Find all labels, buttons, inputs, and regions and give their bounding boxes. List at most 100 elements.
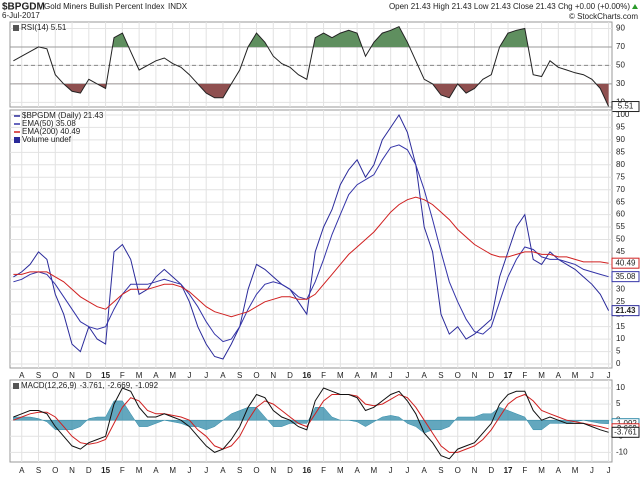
- x-tick-label: J: [590, 371, 594, 380]
- x-tick-label: O: [253, 466, 259, 475]
- x-tick-label: F: [522, 371, 527, 380]
- x-tick-label: O: [455, 466, 461, 475]
- y-tick-label: 85: [616, 147, 625, 156]
- x-tick-label: A: [354, 371, 360, 380]
- y-tick-label: 25: [616, 297, 625, 306]
- y-tick-label: 5: [616, 399, 621, 408]
- x-tick-label: D: [86, 466, 92, 475]
- y-tick-label: 80: [616, 160, 625, 169]
- x-tick-label: 15: [101, 466, 110, 475]
- oversold-group: [13, 83, 609, 107]
- y-tick-label: 100: [616, 110, 630, 119]
- legend-label: $BPGDM (Daily) 21.43: [22, 111, 104, 120]
- last-value-label: 21.43: [615, 306, 636, 315]
- legend-value: -3.761,: [80, 381, 105, 390]
- x-tick-label: A: [220, 371, 226, 380]
- date: 6-Jul-2017: [2, 11, 40, 20]
- x-tick-label: A: [153, 371, 159, 380]
- x-tick-label: A: [556, 466, 562, 475]
- x-tick-label: D: [287, 466, 293, 475]
- index-name: Gold Miners Bullish Percent Index: [44, 2, 165, 11]
- x-tick-label: M: [538, 466, 545, 475]
- y-tick-label: 45: [616, 247, 625, 256]
- x-tick-label: M: [371, 466, 378, 475]
- plot-area: [13, 113, 610, 360]
- x-tick-label: F: [120, 371, 125, 380]
- x-tick-label: A: [422, 371, 428, 380]
- x-tick-label: N: [69, 371, 75, 380]
- last-value-box: [611, 426, 640, 438]
- x-tick-label: J: [405, 466, 409, 475]
- y-tick-label: -10: [616, 447, 628, 456]
- x-tick-label: M: [337, 466, 344, 475]
- x-tick-label: N: [270, 466, 276, 475]
- x-tick-label: A: [19, 371, 25, 380]
- y-tick-label: 30: [616, 79, 625, 88]
- series-line: [13, 196, 609, 318]
- overbought-group: [38, 26, 529, 47]
- y-tick-label: 95: [616, 123, 625, 132]
- last-value-box: [611, 271, 640, 283]
- last-value-label: 40.49: [615, 258, 636, 267]
- x-tick-label: M: [136, 371, 143, 380]
- x-tick-label: M: [538, 371, 545, 380]
- legend-value: -2.669,: [107, 381, 132, 390]
- y-tick-label: 15: [616, 322, 625, 331]
- y-tick-label: 75: [616, 172, 625, 181]
- x-tick-label: J: [590, 466, 594, 475]
- x-tick-label: A: [153, 466, 159, 475]
- series-line: [13, 387, 609, 460]
- series-line: [13, 144, 609, 343]
- x-tick-label: M: [169, 371, 176, 380]
- last-value-label: 5.51: [618, 102, 634, 111]
- x-tick-label: J: [187, 371, 191, 380]
- x-tick-label: M: [136, 466, 143, 475]
- overbought-fill: [38, 26, 529, 47]
- y-tick-label: 55: [616, 222, 625, 231]
- x-tick-label: A: [19, 466, 25, 475]
- plot-area: [13, 25, 610, 107]
- last-value-label: -3.761: [614, 427, 637, 436]
- x-tick-label: D: [488, 466, 494, 475]
- quote: Open 21.43 High 21.43 Low 21.43 Close 21…: [389, 2, 630, 11]
- up-arrow: [632, 4, 638, 9]
- y-tick-label: 10: [616, 383, 625, 392]
- oversold-fill: [13, 83, 609, 107]
- y-tick-label: 50: [616, 61, 625, 70]
- y-tick-label: 0: [616, 359, 621, 368]
- x-tick-label: O: [52, 371, 58, 380]
- x-tick-label: S: [237, 466, 242, 475]
- x-tick-label: A: [422, 466, 428, 475]
- x-tick-label: O: [52, 466, 58, 475]
- series-line: [13, 25, 610, 107]
- exchange: INDX: [168, 2, 188, 11]
- panel-title: RSI(14) 5.51: [21, 23, 67, 32]
- last-value-box: [611, 101, 640, 113]
- x-tick-label: O: [455, 371, 461, 380]
- x-tick-label: S: [36, 466, 41, 475]
- last-value-box: [611, 305, 640, 317]
- x-tick-label: F: [120, 466, 125, 475]
- x-tick-label: S: [438, 371, 443, 380]
- x-tick-label: D: [287, 371, 293, 380]
- x-tick-label: 17: [504, 466, 513, 475]
- x-tick-label: N: [270, 371, 276, 380]
- x-tick-label: D: [488, 371, 494, 380]
- x-tick-label: A: [354, 466, 360, 475]
- x-tick-label: N: [472, 371, 478, 380]
- x-tick-label: J: [405, 371, 409, 380]
- legend-swatch: [14, 137, 20, 143]
- x-tick-label: 16: [302, 466, 311, 475]
- series-line: [13, 113, 610, 360]
- x-tick-label: N: [69, 466, 75, 475]
- x-tick-label: A: [220, 466, 226, 475]
- plot-area: [13, 387, 609, 460]
- x-tick-label: S: [237, 371, 242, 380]
- x-tick-label: J: [389, 371, 393, 380]
- x-tick-label: O: [253, 371, 259, 380]
- x-tick-label: J: [204, 371, 208, 380]
- x-tick-label: J: [389, 466, 393, 475]
- x-tick-label: J: [187, 466, 191, 475]
